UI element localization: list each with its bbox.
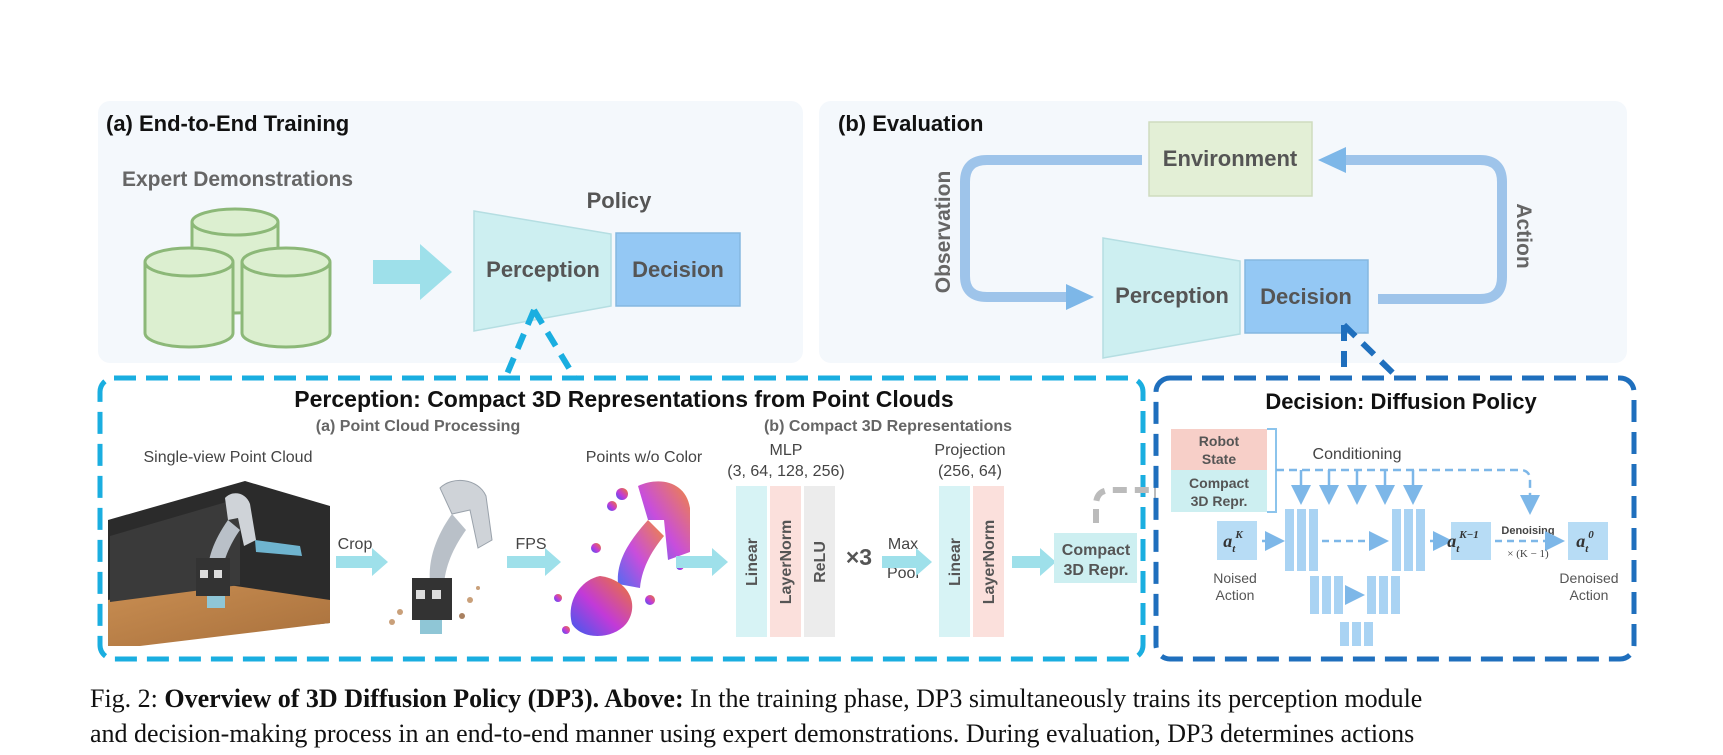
caption-line-1: Fig. 2: Overview of 3D Diffusion Policy … [90,681,1640,716]
perception-zoom-connector [504,308,578,380]
observation-label: Observation [932,171,955,294]
noised-action-label-line1: Noised [1213,570,1257,586]
observation-arrowhead [1066,284,1094,310]
single-view-label: Single-view Point Cloud [144,449,313,466]
environment-block [1148,121,1313,197]
projection-layernorm-label: LayerNorm [981,520,998,604]
decision-panel: Decision: Diffusion Policy Robot State C… [1153,375,1637,662]
caption-fig-label: Fig. 2: [90,684,165,713]
projection-label: Projection [934,442,1005,459]
mlp-dims: (3, 64, 128, 256) [727,463,844,480]
to-mlp-arrow [676,548,728,576]
crop-label: Crop [338,536,373,553]
point-cloud-processing-subtitle: (a) Point Cloud Processing [316,418,520,435]
mlp-layernorm-label: LayerNorm [778,520,795,604]
eval-perception-label: Perception [1115,283,1229,308]
intermediate-action-symbol: atK−1 [1447,529,1479,555]
robot-state-label-line1: Robot [1199,433,1240,449]
compact-to-decision-connector [1093,487,1158,523]
expert-demonstrations-label: Expert Demonstrations [122,168,353,191]
action-arrowhead [1318,147,1346,173]
conditioning-arrows [1276,468,1540,515]
noised-action-label-line2: Action [1216,587,1255,603]
projection-linear-label: Linear [947,538,964,586]
conditioning-label: Conditioning [1313,446,1402,463]
compact-3d-repr-label-line2: 3D Repr. [1064,562,1129,579]
fps-label: FPS [515,536,546,553]
dp3-overview-figure: (a) End-to-End Training Expert Demonstra… [97,101,1637,662]
decision-zoom-connector [1341,322,1401,381]
training-decision-label: Decision [632,257,724,282]
caption-line-2: and decision-making process in an end-to… [90,719,1415,748]
training-perception-block [473,210,612,332]
environment-label: Environment [1163,146,1298,171]
decision-panel-title: Decision: Diffusion Policy [1265,389,1537,414]
expert-database-icon [143,207,332,349]
projection-linear-layer [939,486,970,637]
noised-action-box [1217,521,1257,560]
compact-3d-repr-label-line1: Compact [1062,542,1131,559]
single-view-point-cloud-image [108,481,330,646]
training-decision-block [615,232,741,307]
eval-perception-block [1102,237,1241,359]
denoising-label: Denoising [1501,525,1554,537]
compact-repr-subtitle: (b) Compact 3D Representations [764,418,1012,435]
fps-arrow [507,548,561,576]
denoising-count: × (K − 1) [1507,548,1549,560]
maxpool-label-line1: Max [888,536,918,553]
colorless-point-cloud-image [554,481,690,636]
decision-compact-label-line2: 3D Repr. [1191,493,1248,509]
action-loop-arrow [1340,155,1507,304]
policy-label: Policy [587,188,653,213]
cropped-point-cloud-image [389,480,493,634]
evaluation-panel: (b) Evaluation Environment Observation A… [819,101,1627,363]
mlp-label: MLP [770,442,803,459]
intermediate-action-box [1451,522,1491,560]
projection-layernorm-layer [973,486,1004,637]
denoised-action-label-line1: Denoised [1559,570,1618,586]
to-compact-arrow [1012,548,1056,576]
training-arrow [373,244,452,300]
figure-caption: Fig. 2: Overview of 3D Diffusion Policy … [90,681,1640,751]
training-perception-label: Perception [486,257,600,282]
denoised-action-box [1568,522,1608,560]
robot-state-label-line2: State [1202,451,1236,467]
mlp-relu-layer [804,486,835,637]
observation-loop-arrow [960,155,1142,302]
training-heading: (a) End-to-End Training [106,111,349,136]
action-label: Action [1512,203,1535,268]
eval-decision-block [1244,259,1369,334]
decision-compact-box [1171,470,1267,512]
caption-line1-rest: In the training phase, DP3 simultaneousl… [683,684,1423,713]
points-without-color-label: Points w/o Color [586,449,703,466]
projection-dims: (256, 64) [938,463,1002,480]
mlp-relu-label: ReLU [812,541,829,583]
repeat-times-three: ×3 [846,544,872,570]
eval-decision-label: Decision [1260,284,1352,309]
noised-action-symbol: atK [1223,529,1243,555]
perception-panel-title: Perception: Compact 3D Representations f… [294,386,953,412]
robot-state-box [1171,429,1267,470]
unet-blocks [1285,509,1425,646]
compact-3d-repr-box [1054,533,1137,583]
decision-compact-label-line1: Compact [1189,475,1249,491]
mlp-linear-layer [736,486,767,637]
mlp-layernorm-layer [770,486,801,637]
evaluation-heading: (b) Evaluation [838,111,983,136]
training-panel: (a) End-to-End Training Expert Demonstra… [98,101,803,363]
perception-panel: Perception: Compact 3D Representations f… [97,375,1172,662]
maxpool-arrow [882,548,932,576]
denoised-action-symbol: at0 [1576,529,1594,555]
perception-panel-border [97,375,1146,662]
denoised-action-label-line2: Action [1570,587,1609,603]
crop-arrow [336,548,388,576]
caption-bold-title: Overview of 3D Diffusion Policy (DP3). A… [164,684,684,713]
mlp-linear-label: Linear [744,538,761,586]
maxpool-label-line2: Pool [887,565,919,582]
